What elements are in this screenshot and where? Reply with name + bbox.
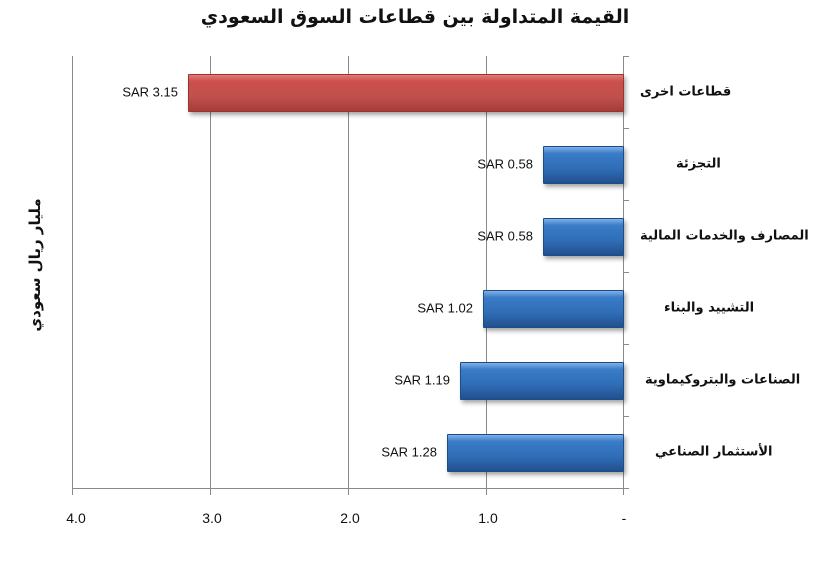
x-tick-label: - [621, 510, 627, 526]
bar-banks-financial [543, 218, 624, 256]
x-tick [486, 488, 487, 495]
category-label: التجزئة [676, 156, 721, 172]
value-label: SAR 0.58 [477, 228, 533, 244]
bar-industrial-investment [447, 434, 624, 472]
y-tick [623, 200, 629, 201]
value-label: SAR 1.28 [381, 444, 437, 460]
value-label: SAR 1.19 [394, 372, 450, 388]
x-tick-label: 4.0 [66, 510, 86, 526]
x-tick [210, 488, 211, 495]
category-label: التشييد والبناء [664, 300, 755, 316]
bar-retail [543, 146, 624, 184]
y-tick [623, 128, 629, 129]
x-tick-label: 1.0 [478, 510, 498, 526]
y-tick [623, 272, 629, 273]
bar-petrochemicals [460, 362, 624, 400]
x-tick-label: 3.0 [202, 510, 222, 526]
x-tick [72, 488, 73, 495]
chart-title: القيمة المتداولة بين قطاعات السوق السعود… [200, 6, 630, 28]
value-label: SAR 3.15 [122, 84, 178, 100]
category-label: قطاعات اخرى [640, 84, 732, 100]
y-tick [623, 416, 629, 417]
x-tick [348, 488, 349, 495]
y-tick [623, 488, 629, 489]
gridline-3 [210, 56, 211, 488]
x-tick [623, 488, 624, 495]
value-label: SAR 1.02 [417, 300, 473, 316]
bar-construction [483, 290, 624, 328]
gridline-1 [486, 56, 487, 488]
bar-other-sectors [188, 74, 624, 112]
category-label: الصناعات والبتروكيماوية [645, 372, 801, 388]
y-tick [623, 56, 629, 57]
x-tick-label: 2.0 [340, 510, 360, 526]
category-label: الأستثمار الصناعي [655, 444, 773, 460]
value-label: SAR 0.58 [477, 156, 533, 172]
gridline-2 [348, 56, 349, 488]
gridline-4 [72, 56, 73, 488]
y-tick [623, 344, 629, 345]
category-label: المصارف والخدمات المالية [640, 228, 809, 244]
